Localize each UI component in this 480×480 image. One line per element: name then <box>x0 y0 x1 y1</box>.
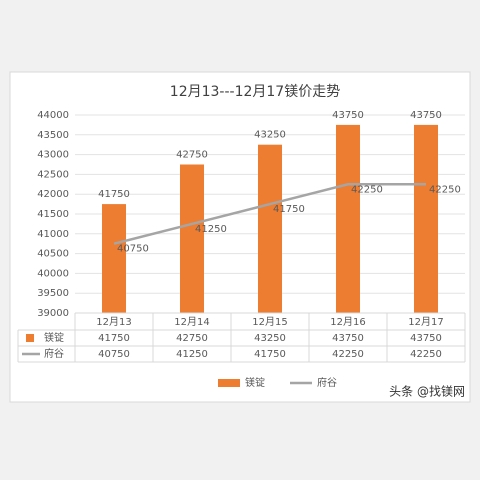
y-tick-label: 43500 <box>37 130 69 141</box>
y-tick-label: 40500 <box>37 249 69 260</box>
y-tick-label: 41500 <box>37 209 69 220</box>
data-label: 41750 <box>98 189 130 200</box>
table-cell: 43750 <box>332 333 364 344</box>
y-tick-label: 42000 <box>37 189 69 200</box>
data-label: 43750 <box>332 110 364 121</box>
table-cell: 43750 <box>410 333 442 344</box>
x-tick-label: 12月16 <box>330 316 365 328</box>
data-label: 43250 <box>254 130 286 141</box>
table-cell: 41750 <box>254 349 286 360</box>
bar <box>180 164 204 313</box>
data-label: 42250 <box>351 184 383 195</box>
y-tick-label: 39000 <box>37 308 69 319</box>
table-cell: 41250 <box>176 349 208 360</box>
chart-title: 12月13---12月17镁价走势 <box>170 84 340 100</box>
legend-key <box>218 379 240 387</box>
y-tick-label: 44000 <box>37 110 69 121</box>
bar <box>336 124 360 314</box>
x-tick-label: 12月13 <box>96 316 131 328</box>
chart-area <box>9 71 471 403</box>
table-cell: 42250 <box>410 349 442 360</box>
table-cell: 41750 <box>98 333 130 344</box>
legend-key <box>26 334 34 342</box>
x-tick-label: 12月15 <box>252 316 287 328</box>
data-label: 40750 <box>117 244 149 255</box>
bar <box>258 144 282 313</box>
y-tick-label: 40000 <box>37 268 69 279</box>
data-label: 42750 <box>176 150 208 161</box>
x-tick-label: 12月17 <box>408 316 443 328</box>
watermark: 头条 @找镁网 <box>389 385 465 399</box>
x-tick-label: 12月14 <box>174 316 209 328</box>
y-tick-label: 43000 <box>37 150 69 161</box>
legend-label: 府谷 <box>317 376 337 389</box>
data-label: 41250 <box>195 224 227 235</box>
table-cell: 43250 <box>254 333 286 344</box>
table-row-label: 镁锭 <box>44 331 64 344</box>
data-label: 43750 <box>410 110 442 121</box>
data-label: 42250 <box>429 184 461 195</box>
table-cell: 42750 <box>176 333 208 344</box>
data-label: 41750 <box>273 204 305 215</box>
y-tick-label: 42500 <box>37 169 69 180</box>
y-tick-label: 41000 <box>37 229 69 240</box>
bar <box>102 204 126 313</box>
table-row-label: 府谷 <box>44 347 64 360</box>
bar <box>414 124 438 314</box>
legend-label: 镁锭 <box>245 376 265 389</box>
line <box>113 183 426 245</box>
table-cell: 40750 <box>98 349 130 360</box>
table-cell: 42250 <box>332 349 364 360</box>
y-tick-label: 39500 <box>37 288 69 299</box>
